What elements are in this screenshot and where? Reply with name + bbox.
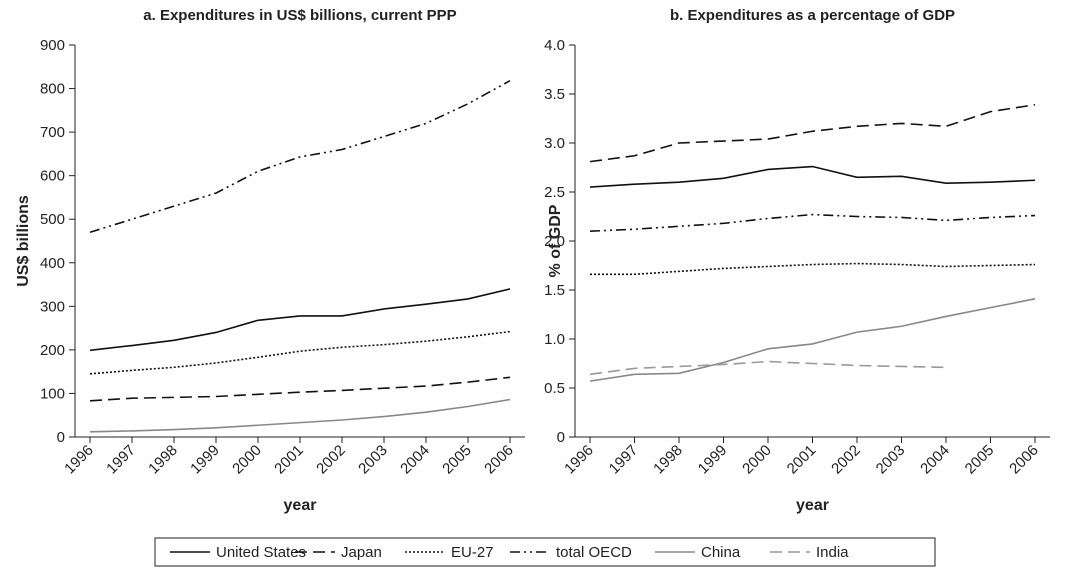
chart-title: a. Expenditures in US$ billions, current… bbox=[143, 7, 456, 24]
series-line bbox=[589, 165, 1036, 188]
legend-label: China bbox=[701, 544, 741, 561]
x-tick-label: 2006 bbox=[481, 442, 517, 478]
series-line bbox=[89, 288, 511, 352]
series-line bbox=[589, 298, 1036, 382]
x-tick-label: 1997 bbox=[103, 442, 139, 478]
series-line bbox=[589, 103, 1036, 163]
series-line bbox=[589, 213, 1036, 232]
x-tick-label: 1999 bbox=[187, 442, 223, 478]
legend-label: United States bbox=[216, 544, 306, 561]
x-tick-label: 1998 bbox=[650, 442, 686, 478]
x-tick-label: 2001 bbox=[271, 442, 307, 478]
series-line bbox=[589, 360, 947, 376]
y-tick-label: 200 bbox=[40, 342, 65, 359]
y-tick-label: 0.5 bbox=[544, 380, 565, 397]
y-tick-label: 300 bbox=[40, 298, 65, 315]
chart-title: b. Expenditures as a percentage of GDP bbox=[670, 7, 955, 24]
legend-box bbox=[154, 537, 936, 567]
legend-label: EU-27 bbox=[451, 544, 494, 561]
y-axis-label: % of GDP bbox=[547, 204, 564, 277]
series-line bbox=[89, 330, 511, 375]
y-tick-label: 1.5 bbox=[544, 282, 565, 299]
series-line bbox=[89, 376, 511, 402]
y-tick-label: 100 bbox=[40, 385, 65, 402]
x-tick-label: 2002 bbox=[313, 442, 349, 478]
y-tick-label: 400 bbox=[40, 255, 65, 272]
x-tick-label: 2003 bbox=[355, 442, 391, 478]
x-tick-label: 2005 bbox=[439, 442, 475, 478]
x-tick-label: 2001 bbox=[784, 442, 820, 478]
y-axis-label: US$ billions bbox=[15, 195, 32, 287]
y-tick-label: 1.0 bbox=[544, 331, 565, 348]
series-line bbox=[590, 262, 1036, 276]
y-tick-label: 700 bbox=[40, 124, 65, 141]
x-tick-label: 1996 bbox=[61, 442, 97, 478]
y-tick-label: 800 bbox=[40, 81, 65, 98]
x-tick-label: 2002 bbox=[828, 442, 864, 478]
x-tick-label: 2000 bbox=[229, 442, 265, 478]
y-tick-label: 2.5 bbox=[544, 184, 565, 201]
y-tick-label: 2.0 bbox=[544, 233, 565, 250]
x-axis-label: year bbox=[284, 497, 317, 514]
x-tick-label: 2003 bbox=[873, 442, 909, 478]
x-tick-label: 2004 bbox=[397, 442, 433, 478]
x-tick-label: 1999 bbox=[695, 442, 731, 478]
x-tick-label: 2000 bbox=[739, 442, 775, 478]
x-tick-label: 2006 bbox=[1006, 442, 1042, 478]
y-tick-label: 900 bbox=[40, 37, 65, 54]
y-tick-label: 4.0 bbox=[544, 37, 565, 54]
legend-label: India bbox=[816, 544, 849, 561]
legend-label: total OECD bbox=[556, 544, 632, 561]
x-axis-label: year bbox=[796, 497, 829, 514]
y-tick-label: 3.5 bbox=[544, 86, 565, 103]
legend-label: Japan bbox=[341, 544, 382, 561]
series-line bbox=[89, 80, 511, 234]
y-tick-label: 0 bbox=[557, 429, 565, 446]
x-tick-label: 1996 bbox=[561, 442, 597, 478]
x-tick-label: 2004 bbox=[917, 442, 953, 478]
x-tick-label: 1997 bbox=[606, 442, 642, 478]
series-line bbox=[89, 398, 511, 433]
y-tick-label: 0 bbox=[57, 429, 65, 446]
y-tick-label: 500 bbox=[40, 211, 65, 228]
x-tick-label: 1998 bbox=[145, 442, 181, 478]
y-tick-label: 600 bbox=[40, 168, 65, 185]
x-tick-label: 2005 bbox=[962, 442, 998, 478]
y-tick-label: 3.0 bbox=[544, 135, 565, 152]
